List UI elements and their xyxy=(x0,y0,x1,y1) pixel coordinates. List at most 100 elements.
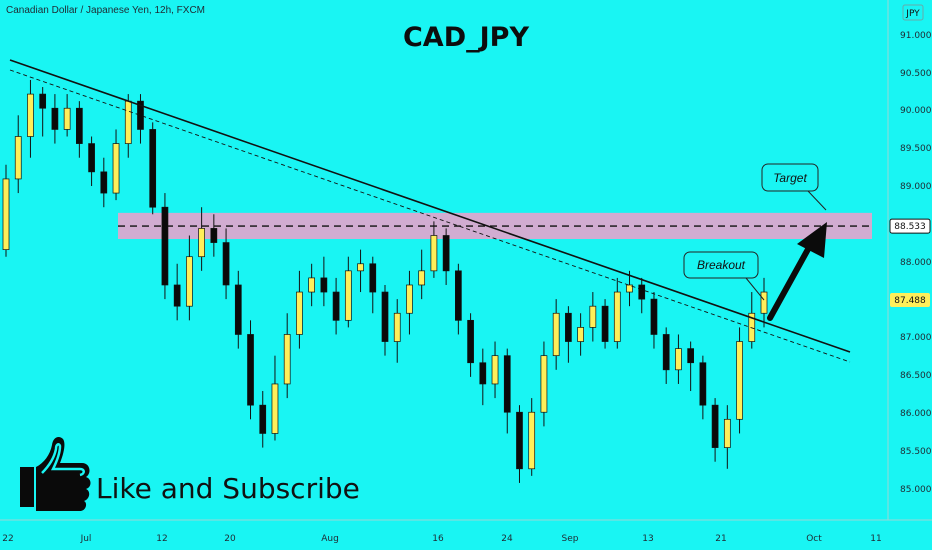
currency-badge-box[interactable] xyxy=(902,4,924,21)
breakout-label: Breakout xyxy=(697,258,746,272)
target-price-tag: 88.533 xyxy=(889,218,931,234)
time-tick-label: Oct xyxy=(806,534,822,544)
target-label: Target xyxy=(773,171,807,185)
price-tick-label: 89.000 xyxy=(900,182,932,192)
candle-body xyxy=(27,93,34,137)
candle-body xyxy=(430,235,438,272)
candle-body xyxy=(296,291,303,335)
candle-body xyxy=(39,93,47,109)
candles-series xyxy=(2,79,768,483)
candle-body xyxy=(14,136,22,180)
price-tick-label: 85.500 xyxy=(900,447,932,457)
currency-badge: JPY xyxy=(905,9,920,19)
price-tick-label: 90.000 xyxy=(900,106,932,116)
candle-body xyxy=(63,107,71,130)
candle-body xyxy=(650,298,658,335)
candle-body xyxy=(418,270,426,286)
candle-body xyxy=(357,263,364,272)
time-tick-label: 24 xyxy=(501,534,513,544)
candle-body xyxy=(552,312,560,357)
price-tick-label: 88.000 xyxy=(900,258,932,268)
chart-title: CAD_JPY xyxy=(403,22,529,53)
candle-body xyxy=(479,362,487,385)
current-price-value: 87.488 xyxy=(894,296,926,306)
candle-body xyxy=(271,383,279,434)
time-tick-label: Sep xyxy=(562,534,579,544)
candle-body xyxy=(112,143,120,194)
target-callout: Target xyxy=(761,163,827,211)
candle-body xyxy=(234,284,242,335)
candle-body xyxy=(565,312,572,342)
candle-body xyxy=(589,305,597,328)
candle-body xyxy=(332,291,340,321)
candle-body xyxy=(88,143,95,173)
like-subscribe-text: Like and Subscribe xyxy=(96,472,360,505)
target-price-value: 88.533 xyxy=(894,222,926,232)
price-tick-label: 86.000 xyxy=(900,409,932,419)
candle-body xyxy=(540,355,548,413)
candle-body xyxy=(369,263,377,293)
candle-body xyxy=(259,404,267,434)
candle-body xyxy=(344,270,352,321)
price-tick-label: 91.000 xyxy=(900,31,932,41)
time-tick-label: Aug xyxy=(321,534,339,544)
candle-body xyxy=(503,355,511,413)
candle-body xyxy=(760,291,768,314)
candle-body xyxy=(186,256,193,307)
candle-body xyxy=(381,291,389,342)
candle-body xyxy=(711,404,719,448)
candle-body xyxy=(100,171,108,194)
candle-body xyxy=(320,277,328,293)
candle-body xyxy=(173,284,181,307)
candle-body xyxy=(149,129,157,208)
candle-body xyxy=(124,100,132,144)
candle-body xyxy=(516,411,523,470)
candle-body xyxy=(308,277,315,293)
breakout-callout: Breakout xyxy=(683,251,765,301)
candle-body xyxy=(76,107,83,144)
current-price-tag: 87.488 xyxy=(890,292,930,307)
price-axis: 91.000 90.500 90.000 89.500 89.000 88.000 87.0… xyxy=(900,31,932,495)
time-tick-label: 22 xyxy=(2,534,13,544)
price-tick-label: 90.500 xyxy=(900,69,932,79)
trendline-dashed xyxy=(9,69,851,363)
candle-body xyxy=(247,334,254,406)
candle-body xyxy=(662,334,670,371)
candle-body xyxy=(736,341,743,420)
candle-body xyxy=(638,284,646,300)
price-tick-label: 89.500 xyxy=(900,144,932,154)
candle-body xyxy=(210,228,218,243)
time-tick-label: 20 xyxy=(224,534,236,544)
candle-body xyxy=(528,411,536,470)
candle-body xyxy=(393,312,401,342)
candle-body xyxy=(626,284,633,293)
candle-body xyxy=(687,348,694,364)
candle-body xyxy=(283,334,291,385)
candle-body xyxy=(455,270,462,321)
thumbs-up-icon[interactable] xyxy=(20,437,91,511)
candle-body xyxy=(577,327,584,342)
symbol-line: Canadian Dollar / Japanese Yen, 12h, FXC… xyxy=(6,5,205,16)
candle-body xyxy=(406,284,413,314)
time-tick-label: 21 xyxy=(715,534,726,544)
time-tick-label: 13 xyxy=(642,534,653,544)
candle-body xyxy=(198,228,205,258)
candle-body xyxy=(442,235,450,272)
price-tick-label: 86.500 xyxy=(900,371,932,381)
time-tick-label: 11 xyxy=(870,534,881,544)
candle-body xyxy=(161,206,169,286)
time-axis: 22 Jul 12 20 Aug 16 24 Sep 13 21 Oct 11 xyxy=(2,534,881,544)
candle-body xyxy=(222,242,230,286)
candle-body xyxy=(601,305,609,342)
candle-body xyxy=(613,291,621,342)
time-tick-label: 16 xyxy=(432,534,444,544)
price-tick-label: 87.000 xyxy=(900,333,932,343)
candle-body xyxy=(675,348,682,371)
candle-body xyxy=(723,418,731,448)
candle-body xyxy=(491,355,499,385)
time-tick-label: Jul xyxy=(80,534,92,544)
candle-body xyxy=(2,178,10,250)
candle-body xyxy=(51,107,59,130)
